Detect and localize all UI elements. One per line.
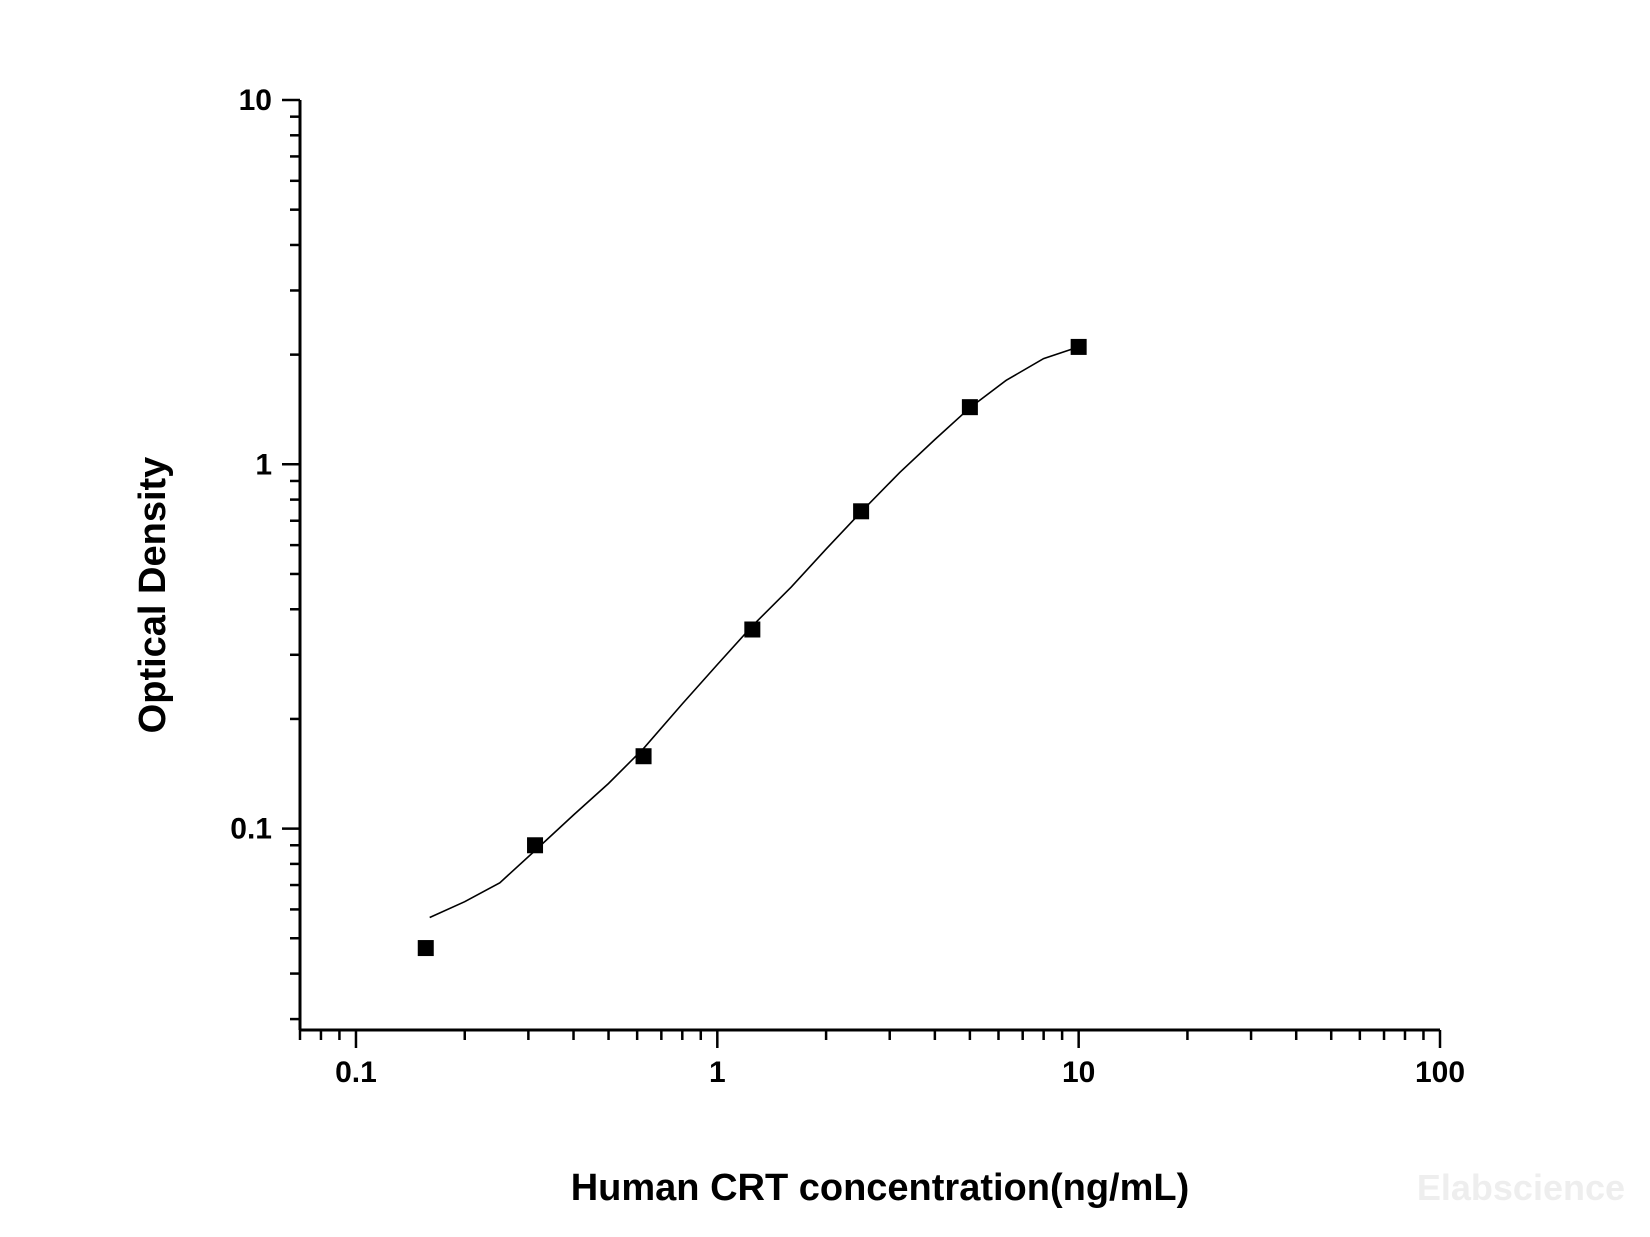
x-tick-label: 10 bbox=[1062, 1056, 1095, 1089]
y-tick-label: 10 bbox=[239, 84, 272, 117]
data-point-marker bbox=[527, 837, 544, 854]
data-point-marker bbox=[1070, 338, 1087, 355]
data-point-marker bbox=[853, 503, 870, 520]
y-tick-label: 1 bbox=[255, 448, 272, 481]
x-tick-label: 100 bbox=[1415, 1056, 1465, 1089]
y-tick-label: 0.1 bbox=[230, 813, 272, 846]
x-tick-label: 0.1 bbox=[335, 1056, 377, 1089]
data-point-marker bbox=[961, 399, 978, 416]
axes bbox=[298, 100, 1440, 1032]
data-points bbox=[417, 338, 1087, 957]
data-point-marker bbox=[744, 621, 761, 638]
tick-labels: 0.1 1 10 100 0.1 1 10 bbox=[230, 84, 1465, 1089]
x-axis-title: Human CRT concentration(ng/mL) bbox=[571, 1167, 1190, 1209]
watermark-logo: Elabscience bbox=[1417, 1167, 1625, 1208]
data-point-marker bbox=[635, 748, 652, 765]
tick-marks bbox=[282, 98, 1442, 1048]
y-axis-title: Optical Density bbox=[132, 457, 174, 734]
data-point-marker bbox=[417, 940, 434, 957]
x-tick-label: 1 bbox=[709, 1056, 726, 1089]
